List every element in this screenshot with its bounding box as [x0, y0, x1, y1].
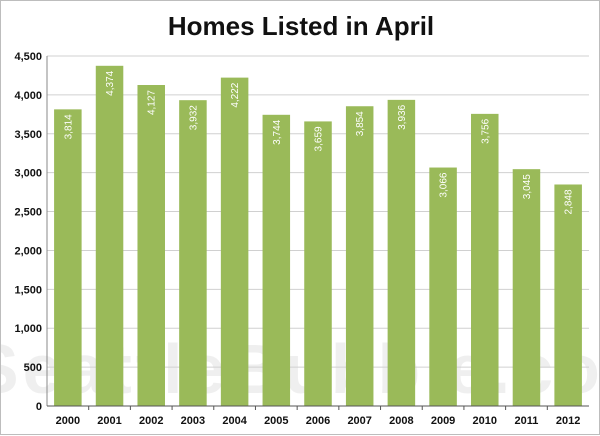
bar-2010 [471, 113, 499, 406]
y-tick-label: 0 [36, 401, 42, 413]
data-label: 3,045 [522, 174, 533, 199]
x-tick-label: 2006 [306, 415, 330, 427]
x-tick-label: 2010 [473, 415, 497, 427]
y-tick-label: 3,000 [14, 168, 42, 180]
data-label: 3,756 [480, 118, 491, 143]
data-label: 4,127 [147, 90, 158, 115]
x-tick-label: 2001 [97, 415, 121, 427]
x-tick-label: 2011 [515, 415, 539, 427]
data-label: 4,374 [105, 70, 116, 95]
y-tick-label: 4,500 [14, 51, 42, 63]
y-tick-label: 3,500 [14, 129, 42, 141]
x-tick-label: 2012 [556, 415, 580, 427]
data-label: 3,744 [272, 119, 283, 144]
bar-2005 [262, 114, 291, 407]
y-axis: 0 500 1,000 1,500 2,000 2,500 3,000 3,500 4,000 4… [14, 51, 48, 413]
bar-2007 [345, 106, 374, 406]
y-tick-label: 500 [24, 362, 42, 374]
data-label: 3,659 [314, 126, 325, 151]
chart-title: Homes Listed in April [168, 11, 434, 41]
bar-2003 [179, 100, 207, 406]
x-tick-label: 2008 [389, 415, 413, 427]
bar-2009 [429, 167, 457, 406]
bar-2008 [387, 99, 416, 406]
x-tick-label: 2004 [222, 415, 247, 427]
x-axis: 2000 2001 2002 2003 2004 2005 2006 2007 2008 2009… [47, 405, 589, 427]
data-label: 4,222 [230, 82, 241, 107]
x-tick-label: 2002 [139, 415, 163, 427]
bar-2006 [304, 121, 332, 407]
y-tick-label: 1,500 [14, 284, 42, 296]
bar-2011 [512, 169, 541, 406]
bar-2001 [95, 65, 124, 407]
data-label: 3,932 [188, 105, 199, 130]
data-label: 2,848 [564, 189, 575, 214]
x-tick-label: 2003 [181, 415, 205, 427]
x-tick-label: 2007 [347, 415, 371, 427]
bar-2012 [554, 184, 582, 406]
data-label: 3,854 [355, 111, 366, 136]
bar-series: 3,814 4,374 4,127 3,932 4,222 3,744 3,659 3,854… [54, 65, 582, 407]
y-tick-label: 4,000 [14, 90, 42, 102]
data-label: 3,814 [63, 114, 74, 139]
y-tick-label: 2,500 [14, 207, 42, 219]
data-label: 3,066 [439, 172, 450, 197]
watermark-logo: SeattleBubble.com [1, 330, 600, 408]
x-tick-label: 2009 [431, 415, 455, 427]
y-tick-label: 1,000 [14, 323, 42, 335]
x-tick-label: 2000 [56, 415, 80, 427]
x-tick-label: 2005 [264, 415, 288, 427]
bar-2002 [137, 85, 165, 406]
bar-2004 [220, 77, 249, 406]
data-label: 3,936 [397, 104, 408, 129]
y-tick-label: 2,000 [14, 245, 42, 257]
bar-2000 [54, 109, 82, 406]
